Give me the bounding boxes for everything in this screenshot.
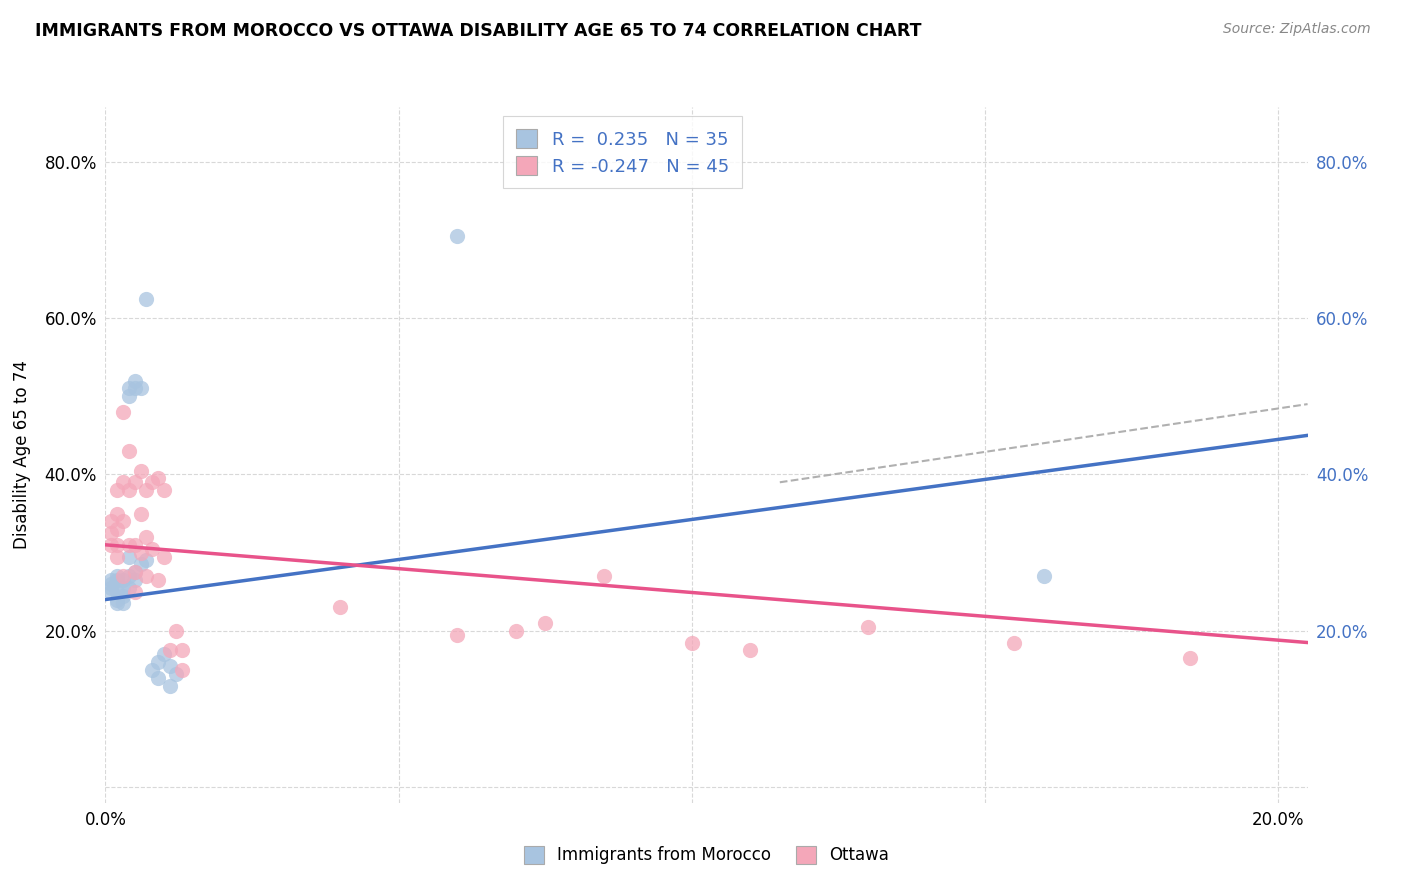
Point — [856, 620, 879, 634]
Point — [105, 538, 128, 552]
Point — [105, 597, 128, 611]
Point — [100, 538, 122, 552]
Point — [153, 483, 176, 497]
Point — [129, 546, 152, 560]
Point — [118, 382, 141, 396]
Point — [100, 526, 122, 541]
Point — [1180, 651, 1202, 665]
Text: Source: ZipAtlas.com: Source: ZipAtlas.com — [1223, 22, 1371, 37]
Point — [112, 514, 135, 528]
Point — [112, 405, 135, 419]
Point — [141, 663, 163, 677]
Point — [170, 643, 193, 657]
Point — [105, 573, 128, 587]
Point — [118, 569, 141, 583]
Point — [105, 584, 128, 599]
Point — [118, 581, 141, 595]
Text: IMMIGRANTS FROM MOROCCO VS OTTAWA DISABILITY AGE 65 TO 74 CORRELATION CHART: IMMIGRANTS FROM MOROCCO VS OTTAWA DISABI… — [35, 22, 922, 40]
Point — [329, 600, 352, 615]
Point — [124, 538, 146, 552]
Point — [105, 549, 128, 564]
Point — [148, 471, 170, 485]
Point — [100, 514, 122, 528]
Point — [105, 483, 128, 497]
Point — [124, 382, 146, 396]
Point — [124, 565, 146, 579]
Point — [740, 643, 762, 657]
Point — [129, 507, 152, 521]
Point — [105, 592, 128, 607]
Point — [118, 389, 141, 403]
Point — [165, 666, 187, 681]
Point — [124, 475, 146, 490]
Point — [100, 584, 122, 599]
Point — [118, 483, 141, 497]
Point — [165, 624, 187, 638]
Point — [135, 292, 157, 306]
Point — [124, 374, 146, 388]
Point — [159, 659, 181, 673]
Point — [124, 565, 146, 579]
Point — [148, 671, 170, 685]
Point — [148, 573, 170, 587]
Point — [505, 624, 527, 638]
Point — [112, 589, 135, 603]
Point — [112, 581, 135, 595]
Point — [135, 553, 157, 567]
Point — [159, 679, 181, 693]
Point — [159, 643, 181, 657]
Point — [135, 483, 157, 497]
Point — [112, 475, 135, 490]
Point — [100, 573, 122, 587]
Point — [135, 530, 157, 544]
Point — [446, 628, 468, 642]
Legend: Immigrants from Morocco, Ottawa: Immigrants from Morocco, Ottawa — [517, 839, 896, 871]
Point — [1002, 635, 1025, 649]
Point — [105, 522, 128, 536]
Point — [148, 655, 170, 669]
Point — [681, 635, 703, 649]
Point — [124, 573, 146, 587]
Point — [129, 464, 152, 478]
Point — [153, 549, 176, 564]
Point — [593, 569, 616, 583]
Point — [112, 569, 135, 583]
Point — [100, 577, 122, 591]
Point — [118, 538, 141, 552]
Point — [129, 382, 152, 396]
Point — [141, 475, 163, 490]
Point — [129, 558, 152, 572]
Point — [112, 597, 135, 611]
Point — [1032, 569, 1054, 583]
Point — [118, 549, 141, 564]
Point — [141, 541, 163, 556]
Point — [100, 581, 122, 595]
Point — [153, 647, 176, 661]
Point — [135, 569, 157, 583]
Point — [112, 573, 135, 587]
Point — [446, 229, 468, 244]
Point — [105, 569, 128, 583]
Point — [105, 507, 128, 521]
Y-axis label: Disability Age 65 to 74: Disability Age 65 to 74 — [13, 360, 31, 549]
Point — [534, 615, 557, 630]
Point — [124, 584, 146, 599]
Point — [118, 444, 141, 458]
Point — [170, 663, 193, 677]
